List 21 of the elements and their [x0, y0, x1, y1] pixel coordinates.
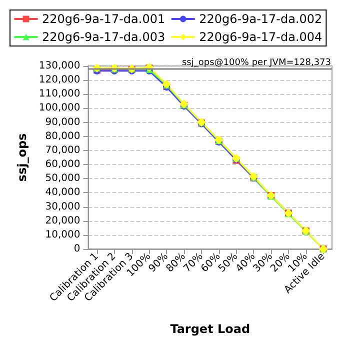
y-tick-label: 20,000	[45, 215, 80, 226]
y-tick-label: 110,000	[38, 88, 80, 100]
y-tick-label: 120,000	[38, 74, 80, 86]
legend-label: 220g6-9a-17-da.001	[42, 12, 166, 26]
y-tick-label: 0	[74, 244, 80, 254]
y-tick-label: 60,000	[45, 159, 80, 170]
y-tick-label: 30,000	[45, 201, 80, 212]
y-tick-label: 50,000	[45, 173, 80, 184]
legend-label: 220g6-9a-17-da.002	[199, 12, 322, 26]
y-tick-label: 80,000	[45, 130, 80, 142]
y-tick-label: 130,000	[38, 60, 80, 72]
y-tick-label: 10,000	[45, 229, 80, 240]
y-tick-label: 90,000	[45, 116, 80, 128]
legend-label: 220g6-9a-17-da.003	[42, 30, 166, 44]
ref-line-label: ssj_ops@100% per JVM=128,373	[182, 58, 331, 68]
y-tick-label: 40,000	[45, 187, 80, 198]
legend-label: 220g6-9a-17-da.004	[199, 30, 322, 44]
y-tick-label: 70,000	[45, 144, 80, 156]
x-axis-title: Target Load	[170, 322, 250, 336]
y-axis-title: ssj_ops	[15, 133, 29, 182]
y-tick-label: 100,000	[38, 102, 80, 114]
